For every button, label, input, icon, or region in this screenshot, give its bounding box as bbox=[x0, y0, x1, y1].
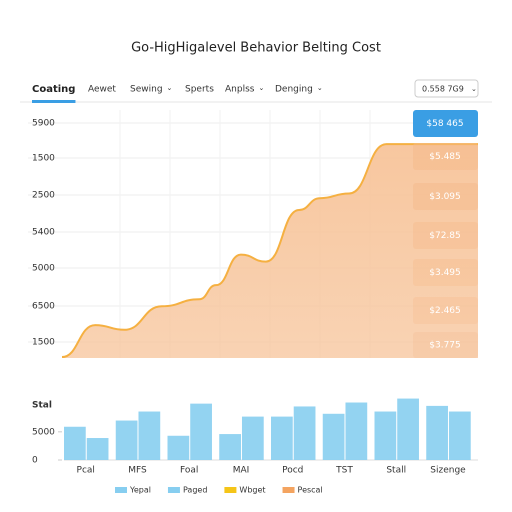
bar bbox=[138, 411, 161, 460]
x-tick-label: TST bbox=[335, 466, 353, 476]
bar bbox=[219, 434, 241, 460]
bar bbox=[167, 435, 190, 460]
tab-caret: ⌄ bbox=[167, 84, 173, 92]
value-box[interactable] bbox=[413, 110, 478, 137]
y-axis-label: 1500 bbox=[32, 338, 55, 348]
legend-label: Yepal bbox=[129, 486, 151, 495]
x-tick-label: Sizenge bbox=[430, 466, 466, 476]
tab[interactable]: Denging bbox=[275, 85, 313, 95]
y-tick-label: 5000 bbox=[32, 427, 55, 437]
tab-caret: ⌄ bbox=[258, 84, 264, 92]
y-axis-label: 2500 bbox=[32, 191, 55, 201]
area bbox=[62, 144, 478, 358]
tab[interactable]: Anplss bbox=[225, 85, 255, 95]
value-box-label: $5.485 bbox=[429, 152, 461, 162]
value-box[interactable] bbox=[413, 143, 478, 170]
legend-label: Pescal bbox=[298, 486, 323, 495]
value-box[interactable] bbox=[413, 332, 478, 358]
bar bbox=[64, 426, 86, 460]
y-axis-label: 1500 bbox=[32, 154, 55, 164]
tab-caret: ⌄ bbox=[317, 84, 323, 92]
tab[interactable]: Sewing bbox=[130, 85, 163, 95]
bar bbox=[115, 420, 138, 460]
legend-swatch bbox=[224, 487, 237, 493]
value-box-label: $3.495 bbox=[429, 268, 461, 278]
x-tick-label: Pcal bbox=[77, 466, 95, 476]
bar bbox=[374, 411, 397, 460]
bar bbox=[426, 405, 448, 460]
legend-swatch bbox=[167, 487, 180, 493]
x-tick-label: Stall bbox=[386, 466, 406, 476]
value-box-label: $72.85 bbox=[429, 231, 461, 241]
tab[interactable]: Aewet bbox=[88, 85, 116, 95]
title: Go-HigHigalevel Behavior Belting Cost bbox=[131, 41, 381, 56]
value-box[interactable] bbox=[413, 183, 478, 210]
bar bbox=[397, 398, 419, 460]
value-box-label: $3.775 bbox=[429, 341, 461, 351]
y-axis-label: 5000 bbox=[32, 264, 55, 274]
legend-swatch bbox=[115, 487, 127, 493]
legend-label: Paged bbox=[183, 486, 207, 495]
x-tick-label: Pocd bbox=[282, 466, 303, 476]
tab[interactable]: Coating bbox=[32, 84, 75, 95]
dropdown[interactable] bbox=[414, 79, 479, 98]
line bbox=[61, 143, 478, 359]
value-box[interactable] bbox=[413, 259, 478, 286]
bar bbox=[271, 416, 293, 460]
value-box-label: $3.095 bbox=[429, 192, 461, 202]
tab-underline bbox=[32, 100, 76, 103]
legend-swatch bbox=[282, 487, 295, 493]
bar bbox=[86, 438, 109, 460]
value-box-label: $58 465 bbox=[426, 119, 463, 129]
y-axis-label: 5900 bbox=[32, 119, 55, 129]
x-tick-label: Foal bbox=[180, 466, 198, 476]
bar bbox=[345, 402, 368, 460]
bar bbox=[293, 406, 316, 460]
y-axis-label: Stal bbox=[32, 401, 52, 411]
bar bbox=[448, 411, 471, 460]
dropdown-label: 0.558 7G9 bbox=[422, 85, 464, 94]
bar bbox=[322, 413, 345, 460]
dropdown-caret: ⌄ bbox=[471, 85, 477, 93]
tab[interactable]: Sperts bbox=[185, 85, 214, 95]
x-tick-label: MFS bbox=[128, 466, 147, 476]
x-tick-label: MAI bbox=[233, 466, 250, 476]
value-box-label: $2.465 bbox=[429, 306, 461, 316]
legend-label: Wbget bbox=[239, 486, 265, 495]
y-axis-label: 6500 bbox=[32, 302, 55, 312]
bar bbox=[190, 403, 212, 460]
y-axis-label: 5400 bbox=[32, 228, 55, 238]
value-box[interactable] bbox=[413, 297, 478, 324]
y-tick-label: 0 bbox=[32, 456, 38, 466]
bar bbox=[241, 416, 264, 460]
value-box[interactable] bbox=[413, 222, 478, 249]
